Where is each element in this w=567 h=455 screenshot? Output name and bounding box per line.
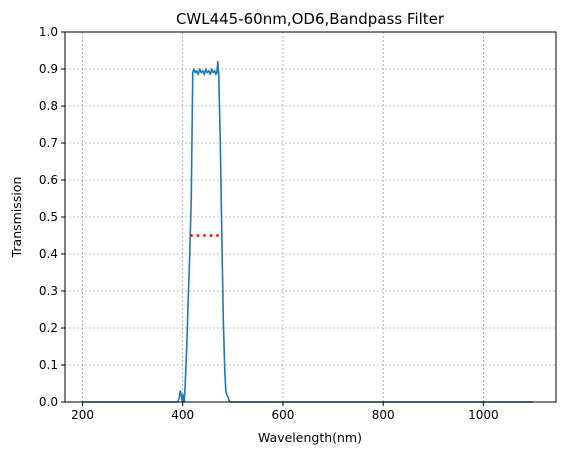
x-tick-label: 400 (171, 408, 194, 422)
y-axis-ticks: 0.0 0.1 0.2 0.3 0.4 0.5 0.6 0.7 0.8 0.9 1.0 (39, 25, 65, 409)
x-tick-label: 1000 (468, 408, 499, 422)
series-group (82, 60, 534, 403)
y-tick-label: 1.0 (39, 25, 58, 39)
y-tick-label: 0.0 (39, 395, 58, 409)
y-tick-label: 0.1 (39, 358, 58, 372)
x-tick-label: 200 (71, 408, 94, 422)
x-axis-label: Wavelength(nm) (258, 430, 362, 445)
grid (65, 31, 556, 403)
y-tick-label: 0.2 (39, 321, 58, 335)
x-axis-ticks: 200 400 600 800 1000 (71, 402, 499, 422)
transmission-curve (82, 60, 534, 403)
y-tick-label: 0.6 (39, 173, 58, 187)
chart-title: CWL445-60nm,OD6,Bandpass Filter (176, 10, 445, 28)
y-tick-label: 0.8 (39, 99, 58, 113)
y-axis-label: Transmission (9, 177, 24, 259)
y-tick-label: 0.4 (39, 247, 58, 261)
x-tick-label: 600 (271, 408, 294, 422)
y-tick-label: 0.9 (39, 62, 58, 76)
y-tick-label: 0.7 (39, 136, 58, 150)
x-tick-label: 800 (372, 408, 395, 422)
y-tick-label: 0.5 (39, 210, 58, 224)
y-tick-label: 0.3 (39, 284, 58, 298)
